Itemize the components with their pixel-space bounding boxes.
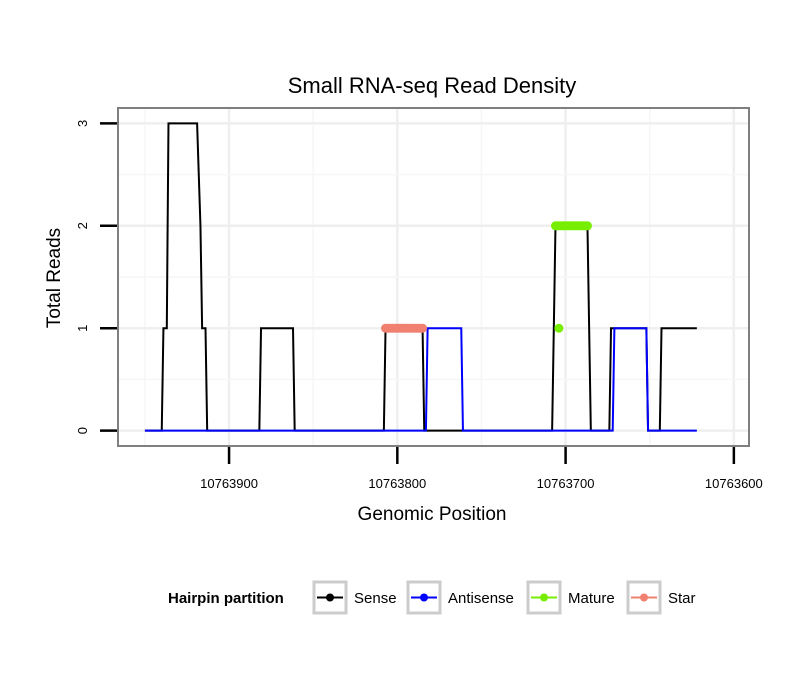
legend-label-star: Star — [668, 590, 696, 607]
y-tick-label: 2 — [75, 222, 90, 229]
legend-key-point-star — [640, 593, 648, 602]
legend-label-sense: Sense — [354, 590, 397, 607]
series-line-antisense — [144, 327, 697, 432]
y-tick-label: 3 — [75, 120, 90, 127]
x-tick-label: 10763700 — [537, 476, 595, 491]
x-axis-label: Genomic Position — [358, 504, 507, 525]
plot-panel-border — [117, 107, 750, 447]
chart-title: Small RNA-seq Read Density — [288, 73, 577, 98]
y-tick-label: 1 — [75, 325, 90, 332]
legend-key-point-antisense — [420, 593, 428, 602]
x-tick-label: 10763600 — [705, 476, 763, 491]
legend-key-point-sense — [326, 593, 334, 602]
y-axis-label: Total Reads — [44, 228, 65, 328]
x-tick-label: 10763900 — [200, 476, 258, 491]
legend-title: Hairpin partition — [168, 590, 284, 607]
axes: 10763900 10763800 10763700 10763600 0 1 2 3 — [75, 120, 763, 491]
x-tick-label: 10763800 — [368, 476, 426, 491]
data-point-mature — [582, 221, 592, 231]
legend-label-mature: Mature — [568, 590, 615, 607]
data-point-mature — [554, 323, 564, 333]
legend-label-antisense: Antisense — [448, 590, 514, 607]
legend-key-point-mature — [540, 593, 548, 602]
grid — [118, 108, 749, 446]
data-point-star — [418, 323, 428, 333]
y-tick-label: 0 — [75, 427, 90, 434]
series-layer — [144, 122, 697, 432]
legend: Hairpin partition Sense Antisense Mature St… — [168, 580, 696, 615]
